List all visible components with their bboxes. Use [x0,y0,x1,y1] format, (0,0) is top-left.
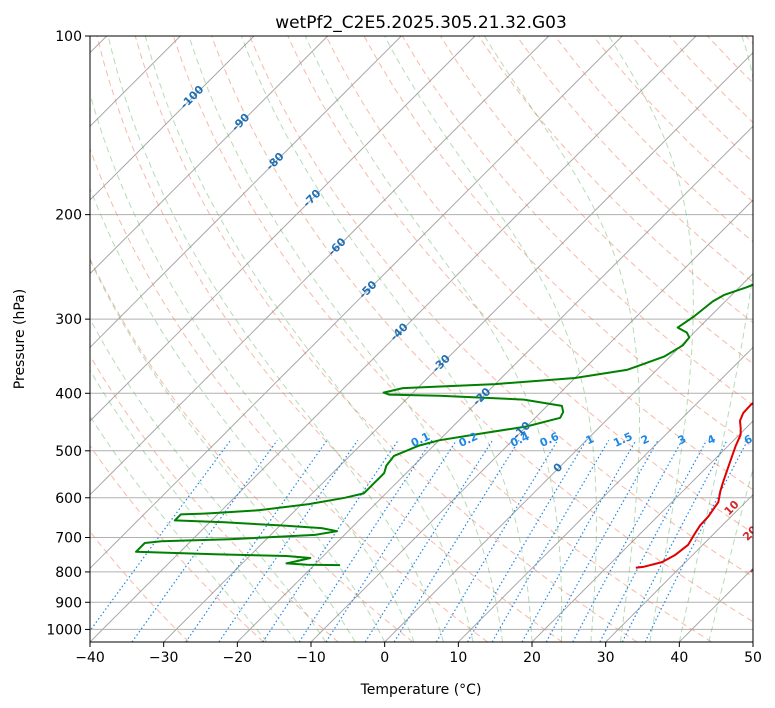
x-tick-label: −10 [296,650,326,666]
moist-adiabat-line [90,318,327,642]
moist-adiabat-line [90,187,386,642]
dry-adiabat-line [134,36,638,642]
y-tick-label: 700 [55,531,82,547]
x-tick-label: −20 [223,650,253,666]
dry-adiabat-line [249,36,753,578]
moist-adiabat-line [188,36,503,642]
theta-e-label: 30 [748,560,768,580]
dry-adiabat-line [172,36,712,642]
y-tick-label: 900 [55,595,82,611]
plot-area: -100-90-80-70-60-50-40-30-20-1000.1 0.2 0.… [90,36,768,642]
isotherm-line [531,420,753,642]
mixing-ratio-line [393,439,520,642]
isotherm-line [236,125,753,642]
x-axis-label: Temperature (°C) [360,682,482,698]
mixing-ratio-line [521,439,637,642]
y-tick-label: 1000 [46,622,82,638]
moist-adiabat-line [240,36,533,642]
isotherm-line [310,199,753,642]
dry-adiabat-line [96,36,563,642]
dewpoint-profile-line [135,283,753,567]
isotherm-line [678,567,753,642]
moist-adiabat-line [90,258,356,642]
isotherm-line [90,36,476,422]
moist-adiabat-line [90,415,268,642]
dry-adiabat-line [516,36,753,283]
dry-adiabat-line [90,354,339,642]
chart-title: wetPf2_C2E5.2025.305.21.32.G03 [275,13,567,33]
mixing-ratio-line [364,439,494,642]
x-tick-label: 50 [744,650,762,666]
y-axis: 100 200 300 400 500 600 700 800 900 1000 [46,29,90,638]
moist-adiabat-line [384,36,597,642]
moist-adiabat-line [708,466,753,642]
x-axis: −40 −30 −20 −10 0 10 20 30 40 50 [75,642,762,666]
isotherm-line [163,51,753,642]
isotherm-line [90,36,550,496]
isotherm-line [90,36,697,642]
y-tick-label: 500 [55,444,82,460]
mixing-ratio-line [545,439,659,642]
x-tick-label: 30 [597,650,615,666]
moist-adiabat-line [304,36,563,642]
plot-frame [89,35,754,643]
temperature-profile-line [635,401,753,569]
y-tick-label: 100 [55,29,82,45]
isotherm-line [457,346,753,642]
dry-adiabat-line [325,36,753,491]
mixing-ratio-label: 6 [742,432,755,447]
moist-adiabat-line [678,36,753,642]
mixing-ratio-line [491,439,610,642]
isotherm-line [384,272,753,642]
y-tick-label: 300 [55,312,82,328]
x-tick-label: 20 [523,650,541,666]
x-tick-label: 0 [380,650,389,666]
x-tick-label: 10 [449,650,467,666]
mixing-ratio-line [218,439,359,642]
moist-adiabat-line [144,36,474,642]
mixing-ratio-line [435,439,559,642]
dry-adiabat-line [211,36,753,623]
moist-adiabat-line [90,91,415,642]
mixing-ratio-line [466,439,587,642]
y-tick-label: 800 [55,565,82,581]
x-tick-label: −40 [75,650,105,666]
y-axis-label: Pressure (hPa) [12,289,28,389]
moist-adiabat-line [608,36,694,642]
mixing-ratio-line [572,440,683,642]
x-tick-label: 40 [670,650,688,666]
isotherm-line [90,36,623,570]
dry-adiabat-line [90,257,414,642]
dry-adiabat-line [287,36,753,534]
moist-adiabat-line [107,36,445,642]
background-lines [90,36,753,642]
y-tick-label: 400 [55,386,82,402]
y-tick-label: 600 [55,491,82,507]
isotherm-line [605,493,753,642]
x-tick-label: −30 [149,650,179,666]
isotherm-line [90,36,402,349]
moist-adiabat-line [483,36,640,642]
y-tick-label: 200 [55,208,82,224]
mixing-ratio-line [325,439,458,642]
mixing-ratio-line [185,439,328,642]
mixing-ratio-line [298,439,433,642]
moist-adiabat-line [90,369,297,642]
mixing-ratio-line [131,439,278,642]
mixing-ratio-line [262,439,399,642]
mixing-ratio-line [90,439,232,632]
dry-adiabat-line [90,444,264,642]
